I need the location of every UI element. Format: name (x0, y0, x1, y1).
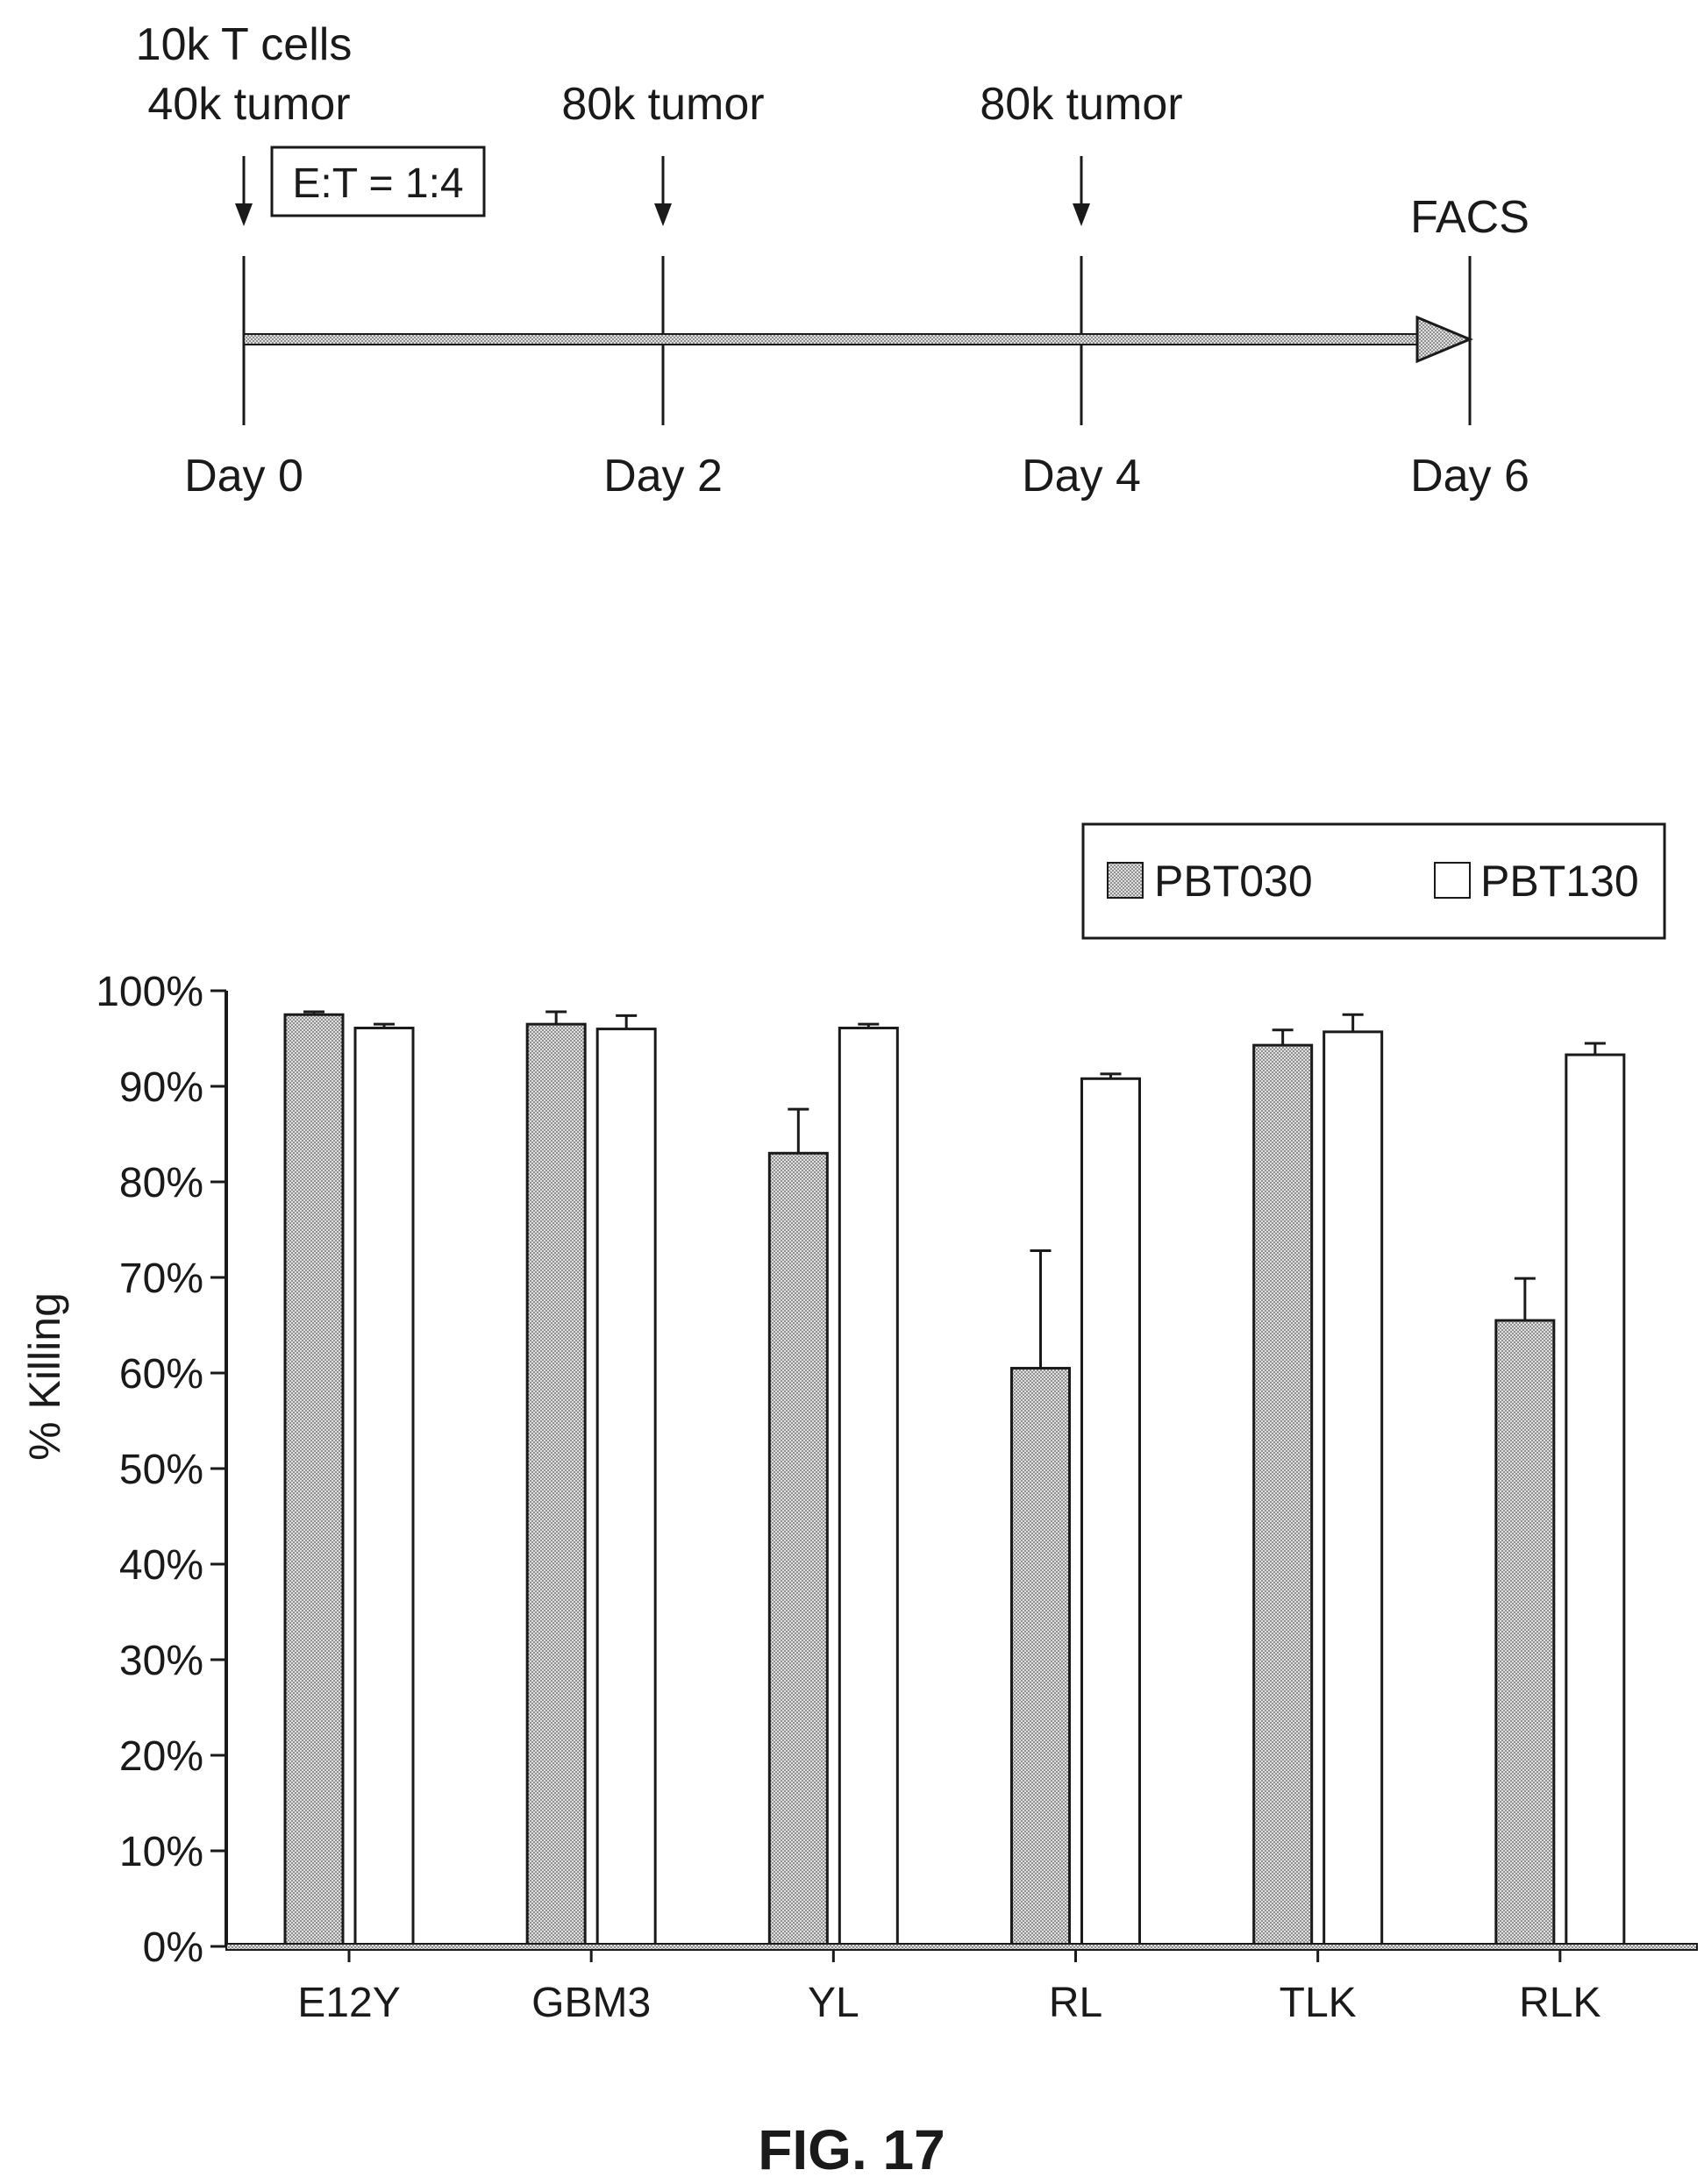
y-tick-label: 0% (143, 1924, 203, 1971)
ratio-box (270, 146, 486, 217)
y-tick-label: 60% (119, 1351, 203, 1398)
y-tick-label: 10% (119, 1829, 203, 1875)
legend-label-pbt030: PBT030 (1154, 857, 1313, 906)
bar-pbt030-yl (767, 1151, 829, 1948)
y-tick-label: 30% (119, 1638, 203, 1684)
y-tick-label: 50% (119, 1447, 203, 1493)
bar-pbt130-rlk (1565, 1053, 1626, 1948)
day2-tumor-label: 80k tumor (561, 79, 764, 130)
y-axis-ticks: 0% 10% 20% 30% 40% 50% 60% 70% 80% 90% 100% (96, 969, 226, 1971)
bar-pbt030-e12y (283, 1013, 345, 1948)
bar-pbt130-yl (838, 1027, 899, 1948)
bar-pbt130-e12y (353, 1027, 415, 1948)
day4-label: Day 4 (1022, 451, 1141, 502)
x-tick-label: RL (1049, 1980, 1102, 2026)
legend-swatch-pbt130 (1434, 862, 1471, 899)
bar-pbt030-tlk (1252, 1043, 1314, 1948)
bar-pbt130-tlk (1323, 1030, 1384, 1948)
y-tick-label: 20% (119, 1733, 203, 1780)
facs-label: FACS (1410, 192, 1529, 243)
timeline-arrowhead (1415, 315, 1473, 364)
y-tick-label: 70% (119, 1256, 203, 1302)
day0-tumor-label: 40k tumor (147, 79, 350, 130)
x-tick-label: GBM3 (531, 1980, 651, 2026)
y-tick-label: 40% (119, 1542, 203, 1589)
figure-caption: FIG. 17 (758, 2118, 945, 2181)
legend: PBT030 PBT130 (1081, 822, 1666, 940)
x-tick-label: E12Y (297, 1980, 400, 2026)
y-tick-label: 80% (119, 1160, 203, 1206)
bar-pbt130-gbm3 (595, 1028, 657, 1948)
legend-swatch-pbt030 (1107, 862, 1144, 899)
legend-label-pbt130: PBT130 (1480, 857, 1639, 906)
day6-label: Day 6 (1410, 451, 1529, 502)
x-tick-label: YL (808, 1980, 859, 2026)
timeline: 10k T cells 40k tumor E:T = 1:4 80k tumo… (136, 19, 1529, 502)
ratio-label: E:T = 1:4 (292, 160, 463, 207)
y-tick-label: 100% (96, 969, 203, 1015)
arrow-day0 (235, 156, 253, 226)
y-tick-label: 90% (119, 1064, 203, 1111)
day0-label: Day 0 (184, 451, 303, 502)
bar-pbt130-rl (1080, 1077, 1141, 1948)
day4-tumor-label: 80k tumor (980, 79, 1182, 130)
x-axis-line (225, 1943, 1698, 1951)
timeline-axis (243, 333, 1420, 345)
x-tick-label: RLK (1519, 1980, 1601, 2026)
bars (283, 1010, 1626, 1948)
day0-tcells-label: 10k T cells (136, 19, 353, 70)
bar-pbt030-rlk (1494, 1319, 1556, 1948)
day2-label: Day 2 (603, 451, 723, 502)
x-axis-ticks: E12Y GBM3 YL RL TLK RLK (297, 1946, 1601, 2026)
legend-box (1081, 822, 1666, 940)
bar-pbt030-rl (1010, 1367, 1071, 1948)
y-axis-title: % Killing (20, 1292, 69, 1461)
arrow-day2 (654, 156, 672, 226)
x-tick-label: TLK (1280, 1980, 1357, 2026)
bar-chart: % Killing 0% 10% 20% 30% 40% 50% 60% 70% 80% 90% 1… (20, 969, 1698, 2026)
bar-pbt030-gbm3 (525, 1022, 587, 1948)
arrow-day4 (1073, 156, 1090, 226)
